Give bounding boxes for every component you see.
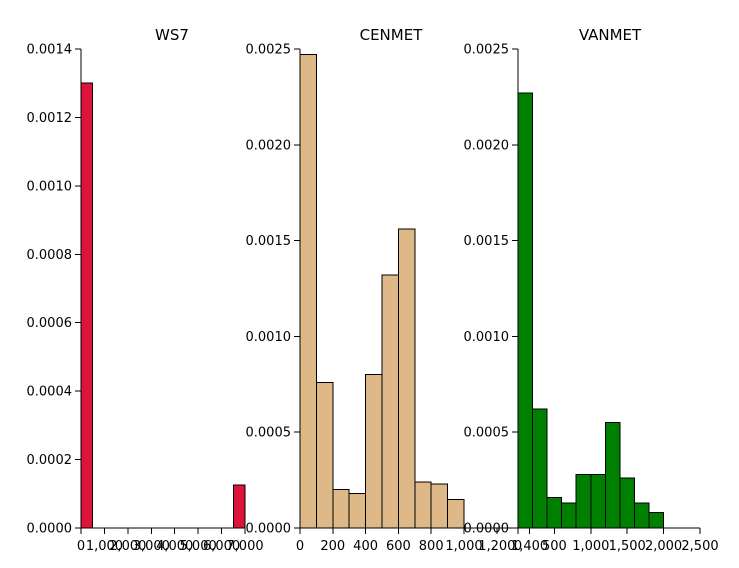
x-tick-label: 6,000	[203, 539, 240, 554]
panel-vanmet: VANMET 0.0000 0.0005 0.0010 0.0015 0.0020 0.0…	[464, 26, 719, 554]
histogram-bar	[648, 512, 665, 529]
x-tick-label: 0	[77, 539, 85, 554]
histogram-bar	[397, 228, 416, 529]
histogram-bar	[430, 483, 449, 529]
histogram-bar	[315, 381, 334, 529]
histogram-bar	[365, 374, 383, 529]
y-tick-label: 0.0015	[464, 234, 510, 249]
histogram-bar	[414, 481, 432, 529]
panel-cenmet: CENMET 0.0000 0.0005 0.0010 0.0015 0.0020 0.0…	[246, 26, 549, 554]
x-tick-label: 5,000	[180, 539, 217, 554]
histogram-bar	[619, 477, 635, 529]
x-tick-label: 500	[542, 539, 567, 554]
histogram-bar	[604, 422, 621, 529]
x-tick-label: 2,500	[681, 539, 718, 554]
y-tick-label: 0.0014	[27, 43, 73, 58]
x-tick-label: 1,500	[609, 539, 646, 554]
y-tick-label: 0.0000	[27, 522, 73, 537]
histogram-bar	[561, 502, 577, 529]
y-tick-label: 0.0002	[27, 453, 73, 468]
y-tick-label: 0.0010	[464, 330, 510, 345]
histogram-bar	[517, 92, 534, 529]
histogram-bar	[80, 82, 94, 529]
y-tick-label: 0.0005	[464, 426, 510, 441]
histogram-bar	[381, 274, 399, 529]
x-tick-label: 4,000	[156, 539, 193, 554]
y-tick-label: 0.0008	[27, 248, 73, 263]
x-tick-label: 600	[386, 539, 411, 554]
x-tick-label: 7,000	[226, 539, 263, 554]
histogram-bar	[546, 496, 563, 529]
histogram-bar	[590, 473, 606, 529]
x-tick-label: 1,400	[511, 539, 548, 554]
histogram-bar	[447, 498, 465, 529]
y-tick-label: 0.0015	[246, 234, 292, 249]
x-tick-label: 800	[419, 539, 444, 554]
x-tick-label: 1,000	[86, 539, 123, 554]
y-tick-label: 0.0010	[27, 179, 73, 194]
x-tick-label: 0	[296, 539, 304, 554]
y-tick-label: 0.0000	[464, 522, 510, 537]
y-tick-label: 0.0005	[246, 426, 292, 441]
x-tick-label: 400	[353, 539, 378, 554]
x-tick-label: 1,200	[478, 539, 515, 554]
x-tick-label: 1,000	[445, 539, 482, 554]
x-tick-label: 200	[320, 539, 345, 554]
histogram-bar	[532, 408, 548, 529]
y-tick-label: 0.0025	[246, 43, 292, 58]
x-tick-label: 2,000	[645, 539, 682, 554]
y-tick-label: 0.0006	[27, 316, 73, 331]
y-tick-label: 0.0010	[246, 330, 292, 345]
x-tick-label: 3,000	[133, 539, 170, 554]
y-tick-label: 0.0004	[27, 385, 73, 400]
histogram-bar	[633, 502, 650, 529]
histogram-bar	[332, 489, 350, 529]
x-tick-label: 2,000	[109, 539, 146, 554]
y-tick-label: 0.0000	[246, 522, 292, 537]
x-tick-label: 0	[514, 539, 522, 554]
x-tick-label: 1,000	[572, 539, 609, 554]
panel-title-cenmet: CENMET	[360, 26, 424, 44]
histogram-bar	[232, 484, 246, 529]
y-tick-label: 0.0025	[464, 43, 510, 58]
histogram-bar	[575, 473, 592, 529]
histogram-bar	[348, 493, 367, 529]
panel-ws7: WS7 0.0000 0.0002 0.0004 0.0006 0.0008 0.0010…	[27, 26, 264, 554]
panel-title-ws7: WS7	[155, 26, 189, 44]
panel-title-vanmet: VANMET	[579, 26, 642, 44]
y-tick-label: 0.0020	[464, 138, 510, 153]
y-tick-label: 0.0020	[246, 138, 292, 153]
histogram-bar	[299, 54, 317, 529]
y-tick-label: 0.0012	[27, 111, 73, 126]
